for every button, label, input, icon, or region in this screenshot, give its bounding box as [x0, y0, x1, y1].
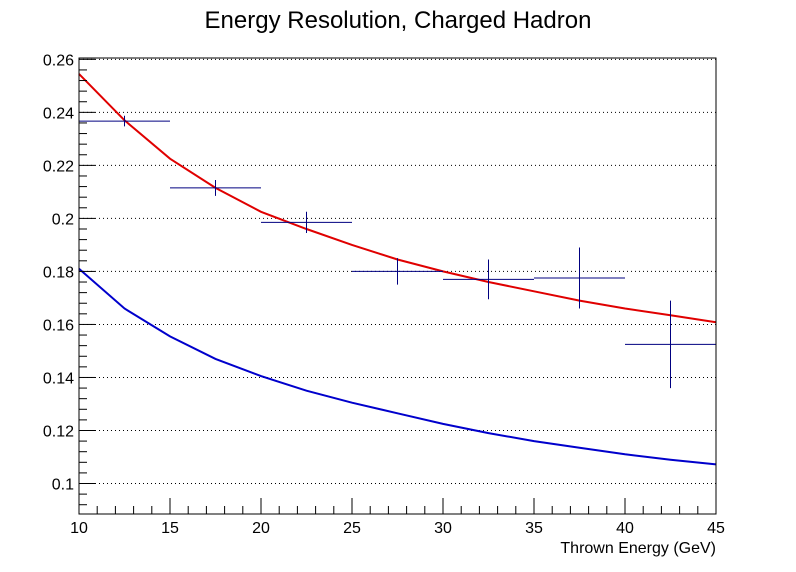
data-point	[443, 259, 534, 300]
reference-curve-blue	[78, 268, 717, 466]
data-point	[534, 247, 625, 309]
x-tick-label: 30	[434, 520, 452, 537]
x-tick-label: 35	[525, 520, 543, 537]
y-tick-label: 0.24	[43, 105, 74, 122]
data-point	[352, 258, 443, 285]
data-point	[261, 211, 352, 233]
data-point	[170, 179, 261, 196]
x-tick-label: 40	[616, 520, 634, 537]
y-tick-label: 0.14	[43, 370, 74, 387]
data-point	[79, 115, 170, 127]
data-point	[625, 300, 716, 389]
x-tick-label: 10	[70, 520, 88, 537]
x-tick-label: 15	[161, 520, 179, 537]
x-axis-label: Thrown Energy (GeV)	[560, 540, 716, 557]
x-axis: 10 15 20 25 30 35 40 45	[70, 498, 725, 537]
data-points	[79, 115, 716, 389]
chart-title: Energy Resolution, Charged Hadron	[205, 7, 592, 34]
y-tick-label: 0.12	[43, 423, 74, 440]
plot-frame	[78, 57, 717, 515]
y-axis: 0.1 0.12 0.14 0.16 0.18 0.2 0.22 0.24 0.26	[43, 52, 95, 506]
y-tick-label: 0.22	[43, 158, 74, 175]
x-tick-label: 20	[252, 520, 270, 537]
y-tick-label: 0.2	[52, 211, 74, 228]
y-tick-label: 0.26	[43, 52, 74, 69]
y-tick-label: 0.1	[52, 477, 74, 494]
y-tick-label: 0.16	[43, 317, 74, 334]
x-tick-label: 25	[343, 520, 361, 537]
x-tick-label: 45	[707, 520, 725, 537]
y-tick-label: 0.18	[43, 264, 74, 281]
